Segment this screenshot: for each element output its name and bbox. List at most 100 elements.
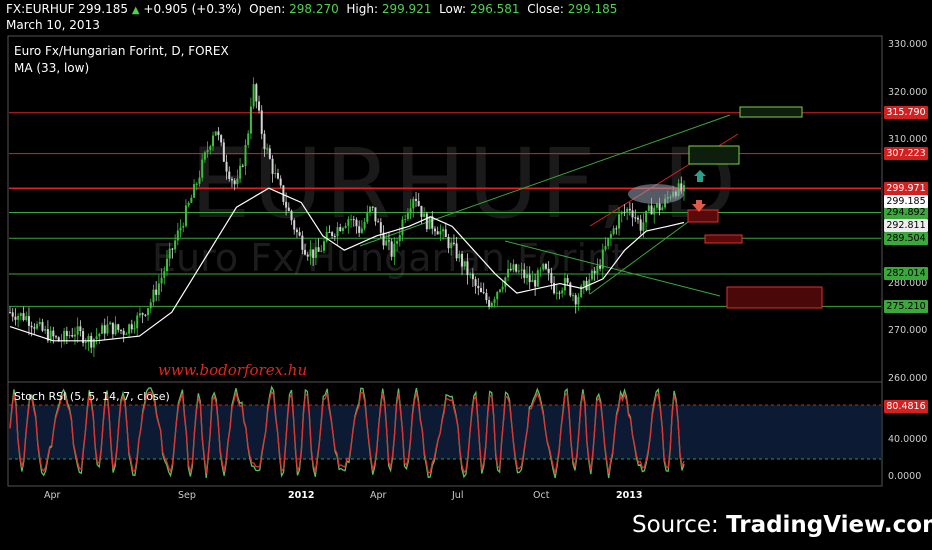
source-brand: TradingView.com: [726, 512, 932, 538]
candle-body: [65, 331, 68, 336]
candle-body: [276, 173, 279, 179]
close-value: 299.185: [567, 2, 618, 16]
candle-body: [14, 316, 17, 320]
candle-body: [623, 211, 626, 213]
open-label: Open:: [249, 2, 286, 16]
candle-body: [57, 337, 60, 342]
candle-body: [336, 227, 339, 237]
candle-body: [171, 248, 174, 250]
candle-body: [615, 228, 618, 230]
level-label: 315.790: [884, 106, 928, 120]
candle-body: [274, 173, 277, 175]
candle-body: [266, 148, 269, 150]
high-label: High:: [346, 2, 378, 16]
candle-body: [450, 242, 453, 249]
candle-body: [455, 243, 458, 259]
time-tick-label: 2012: [288, 490, 315, 501]
candle-body: [642, 222, 645, 231]
candle-body: [106, 324, 109, 334]
high-value: 299.921: [381, 2, 432, 16]
y-tick-label: 260.000: [888, 373, 928, 384]
candle-body: [195, 183, 198, 185]
candle-body: [683, 184, 685, 192]
candle-body: [331, 232, 334, 236]
candle-body: [341, 227, 344, 232]
candle-body: [566, 278, 569, 283]
candle-body: [352, 219, 355, 221]
candle-body: [618, 214, 621, 229]
candle-body: [155, 289, 158, 295]
candle-body: [228, 171, 231, 179]
last-price: 299.185: [78, 2, 129, 16]
rsi-tick-0: 0.0000: [888, 471, 922, 482]
candle-body: [536, 270, 539, 287]
candle-body: [36, 324, 39, 329]
candle-body: [144, 314, 147, 316]
candle-body: [490, 302, 493, 307]
price-change: +0.905 (+0.3%): [143, 2, 242, 16]
candle-body: [458, 253, 461, 259]
candle-body: [252, 84, 255, 107]
level-label: 289.504: [884, 231, 928, 245]
candle-body: [193, 184, 196, 198]
candle-body: [479, 288, 482, 293]
candle-body: [534, 280, 537, 287]
candle-body: [198, 177, 201, 184]
candle-body: [412, 198, 415, 209]
candle-body: [163, 271, 166, 278]
candle-body: [442, 229, 445, 232]
time-tick-label: Jul: [452, 490, 464, 501]
open-value: 298.270: [289, 2, 339, 16]
candle-body: [471, 273, 474, 280]
candle-body: [17, 315, 20, 320]
source-prefix: Source:: [632, 512, 727, 538]
candle-body: [220, 135, 223, 143]
candle-body: [404, 219, 407, 221]
candle-body: [590, 270, 593, 280]
candle-body: [572, 295, 575, 297]
candle-body: [285, 201, 288, 208]
candle-body: [423, 213, 426, 217]
candle-body: [626, 208, 629, 213]
candle-body: [149, 302, 152, 309]
time-tick-label: Apr: [370, 490, 387, 501]
candle-body: [84, 341, 87, 344]
candle-body: [268, 148, 271, 159]
candle-body: [306, 254, 309, 257]
candle-body: [544, 264, 547, 269]
candle-body: [133, 328, 136, 330]
highlight-ellipse: [628, 184, 684, 204]
candle-body: [98, 333, 101, 337]
candle-body: [187, 202, 190, 206]
candle-body: [293, 220, 296, 230]
candle-body: [620, 211, 623, 215]
candle-body: [496, 291, 499, 300]
candle-body: [90, 336, 93, 348]
candle-body: [366, 211, 369, 223]
candle-body: [206, 149, 209, 153]
candle-body: [49, 330, 52, 341]
candle-body: [447, 236, 450, 249]
candle-body: [401, 219, 404, 236]
candle-body: [436, 231, 439, 235]
candle-body: [111, 322, 114, 335]
candle-body: [507, 268, 510, 278]
candle-body: [247, 133, 250, 145]
candle-body: [577, 296, 580, 305]
level-label: 307.223: [884, 147, 928, 161]
candle-body: [22, 313, 25, 320]
ma-legend: MA (33, low): [14, 61, 90, 75]
candle-body: [290, 210, 293, 221]
candle-body: [379, 222, 382, 233]
candle-body: [415, 198, 418, 201]
candle-body: [382, 232, 385, 246]
candle-body: [233, 180, 236, 185]
candle-body: [241, 165, 244, 167]
candle-body: [439, 231, 442, 235]
candle-body: [593, 270, 596, 274]
candle-body: [428, 216, 431, 230]
candle-body: [531, 280, 534, 283]
candle-body: [160, 277, 163, 284]
low-label: Low:: [439, 2, 467, 16]
